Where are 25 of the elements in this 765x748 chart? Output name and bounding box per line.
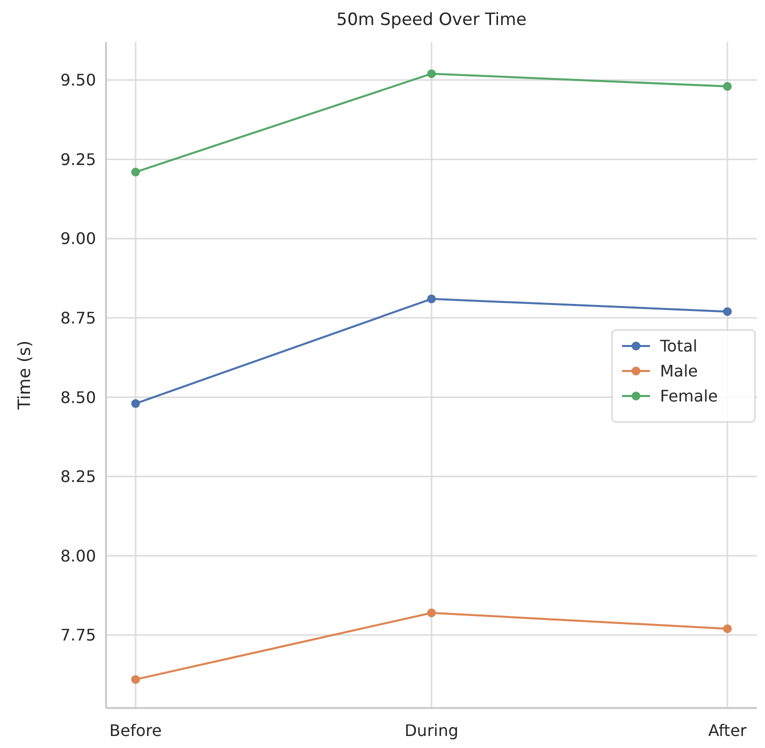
- y-tick-label: 8.75: [60, 308, 96, 328]
- legend-label: Male: [660, 362, 698, 381]
- y-tick-label: 9.00: [60, 229, 96, 248]
- point: [723, 307, 732, 316]
- x-tick-label: During: [404, 721, 458, 740]
- y-tick-label: 9.25: [60, 150, 96, 169]
- chart-title: 50m Speed Over Time: [336, 10, 527, 30]
- point: [131, 399, 140, 408]
- legend-label: Female: [660, 386, 718, 406]
- y-tick-label: 8.00: [60, 546, 96, 566]
- y-tick-label: 9.50: [60, 70, 96, 90]
- legend-label: Total: [659, 336, 698, 356]
- point: [427, 294, 436, 304]
- x-tick-label: After: [708, 721, 748, 740]
- x-tick-label: Before: [109, 721, 162, 740]
- point: [131, 168, 140, 176]
- point: [723, 624, 732, 634]
- y-axis-title: Time (s): [15, 340, 35, 411]
- y-tick-label: 8.25: [60, 467, 96, 486]
- y-tick-label: 8.50: [60, 388, 96, 407]
- point: [427, 608, 436, 618]
- point: [131, 675, 140, 684]
- y-tick-label: 7.75: [60, 626, 96, 645]
- point: [723, 82, 732, 91]
- point: [427, 69, 436, 78]
